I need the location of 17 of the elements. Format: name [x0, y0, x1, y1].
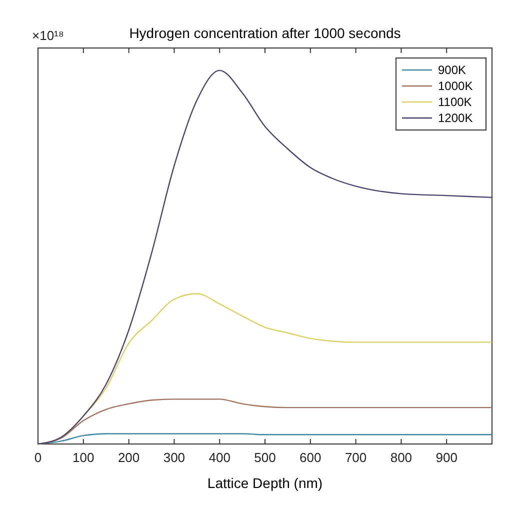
x-tick-label: 400 [208, 450, 230, 465]
x-tick-label: 700 [344, 450, 367, 465]
x-tick-label: 200 [118, 450, 140, 465]
x-tick-label: 600 [300, 450, 322, 465]
x-tick-label: 300 [163, 450, 186, 465]
legend-label: 900K [438, 63, 466, 77]
legend-label: 1200K [438, 111, 473, 125]
x-axis-title: Lattice Depth (nm) [207, 475, 323, 491]
x-tick-label: 800 [390, 450, 412, 465]
x-tick-label: 500 [254, 450, 276, 465]
chart-title: Hydrogen concentration after 1000 seconds [129, 25, 401, 41]
x-tick-label: 100 [72, 450, 94, 465]
legend-label: 1000K [438, 79, 473, 93]
x-tick-label: 900 [436, 450, 458, 465]
x-tick-label: 0 [34, 450, 42, 465]
legend-label: 1100K [438, 95, 472, 109]
text: ×10¹⁸ [32, 28, 64, 43]
